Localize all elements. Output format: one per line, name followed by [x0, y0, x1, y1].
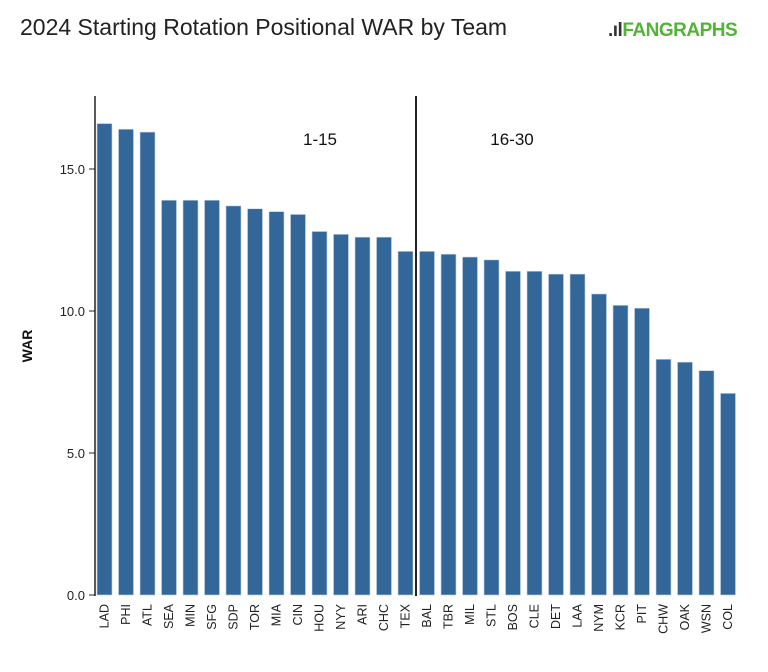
- y-tick-label: 0.0: [67, 588, 85, 603]
- bar-nyy: [333, 234, 349, 596]
- y-tick-label: 15.0: [60, 162, 85, 177]
- bar-cle: [526, 270, 543, 596]
- bar-pit: [634, 307, 650, 596]
- x-tick-label-lad: LAD: [98, 604, 112, 628]
- bar-chc: [376, 236, 392, 596]
- x-tick-label-nym: NYM: [592, 604, 606, 632]
- x-tick-label-det: DET: [549, 604, 563, 629]
- bar-cin: [290, 214, 306, 596]
- x-tick-label-tex: TEX: [399, 603, 413, 628]
- bar-tex: [397, 251, 414, 596]
- bar-oak: [677, 361, 693, 596]
- bar-mia: [268, 211, 285, 596]
- bar-bos: [505, 270, 521, 596]
- bar-stl: [483, 259, 500, 596]
- x-tick-label-sfg: SFG: [205, 604, 219, 630]
- bar-nym: [591, 293, 607, 596]
- fangraphs-logo: .ılFANGRAPHS: [608, 20, 738, 41]
- bar-ari: [354, 236, 371, 596]
- x-tick-label-mia: MIA: [270, 603, 284, 626]
- x-tick-label-wsn: WSN: [700, 604, 714, 633]
- x-tick-label-bos: BOS: [506, 604, 520, 630]
- x-tick-label-atl: ATL: [141, 604, 155, 626]
- x-tick-label-chc: CHC: [377, 604, 391, 631]
- x-tick-label-chw: CHW: [657, 604, 671, 634]
- bar-hou: [311, 231, 328, 596]
- y-tick-label: 5.0: [67, 446, 85, 461]
- x-tick-label-bal: BAL: [420, 604, 434, 628]
- bar-mil: [462, 256, 478, 596]
- x-tick-label-tbr: TBR: [442, 604, 456, 629]
- x-tick-label-ari: ARI: [356, 604, 370, 625]
- x-tick-label-laa: LAA: [571, 603, 585, 627]
- bar-phi: [118, 128, 134, 596]
- bar-sfg: [204, 199, 220, 596]
- y-axis-label: WAR: [19, 330, 35, 363]
- x-tick-label-col: COL: [721, 604, 735, 630]
- x-tick-label-cin: CIN: [291, 604, 305, 626]
- x-tick-label-tor: TOR: [248, 604, 262, 630]
- x-tick-label-oak: OAK: [678, 603, 692, 630]
- bar-bal: [419, 251, 435, 596]
- x-tick-label-mil: MIL: [463, 604, 477, 625]
- bar-lad: [96, 123, 113, 596]
- bar-wsn: [698, 370, 715, 596]
- x-tick-label-kcr: KCR: [614, 604, 628, 630]
- annotation-16-30: 16-30: [490, 130, 533, 149]
- bar-sdp: [225, 205, 242, 596]
- x-tick-label-sea: SEA: [162, 603, 176, 629]
- x-tick-label-min: MIN: [184, 604, 198, 627]
- chart-title: 2024 Starting Rotation Positional WAR by…: [20, 14, 508, 40]
- bar-det: [548, 273, 564, 596]
- annotation-1-15: 1-15: [303, 130, 337, 149]
- bar-chw: [655, 358, 672, 596]
- bar-col: [720, 393, 736, 596]
- x-tick-label-sdp: SDP: [227, 604, 241, 630]
- x-tick-label-phi: PHI: [119, 604, 133, 625]
- bar-laa: [569, 273, 586, 596]
- x-tick-label-pit: PIT: [635, 604, 649, 624]
- x-tick-label-cle: CLE: [528, 604, 542, 628]
- bar-tbr: [440, 253, 457, 596]
- bar-sea: [161, 199, 177, 596]
- x-tick-label-nyy: NYY: [334, 603, 348, 629]
- bar-kcr: [612, 305, 629, 596]
- bar-atl: [139, 131, 156, 596]
- x-tick-label-hou: HOU: [313, 604, 327, 632]
- bar-min: [182, 199, 199, 596]
- bar-tor: [247, 208, 263, 596]
- x-tick-label-stl: STL: [485, 604, 499, 627]
- y-tick-label: 10.0: [60, 304, 85, 319]
